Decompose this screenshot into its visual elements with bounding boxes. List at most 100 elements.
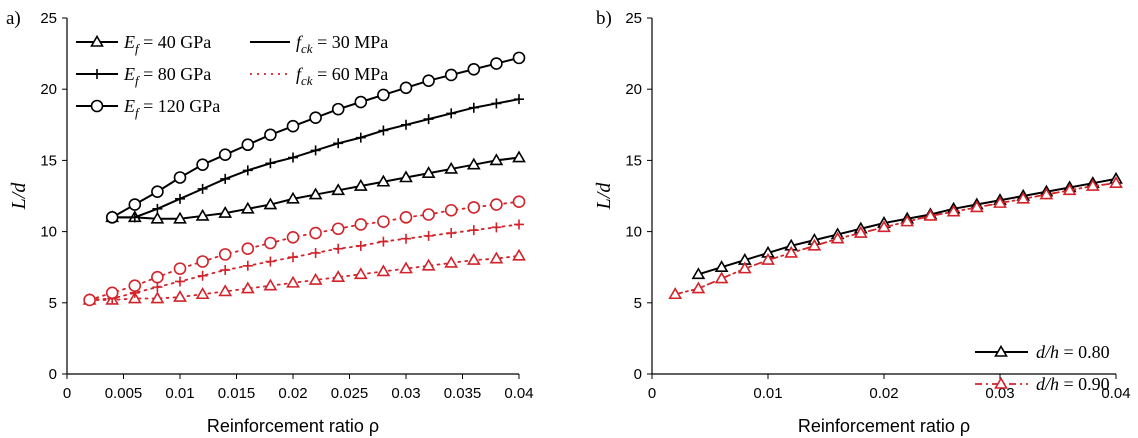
data-point-triangle: [376, 174, 391, 187]
y-tick-label: 0: [634, 366, 642, 383]
data-point-plus: [220, 265, 231, 276]
y-tick-label: 20: [625, 81, 642, 98]
data-point-triangle: [946, 204, 961, 217]
data-point-triangle: [150, 291, 165, 304]
data-point-triangle: [286, 191, 300, 204]
data-point-circle: [173, 262, 187, 275]
data-point-triangle: [421, 166, 436, 179]
data-point-plus: [355, 240, 366, 251]
data-point-circle: [467, 62, 481, 76]
data-point-triangle: [466, 252, 481, 265]
data-point-plus: [242, 165, 253, 176]
legend-label-var: f: [296, 32, 304, 52]
series-line: [674, 182, 1117, 296]
data-point-triangle: [714, 260, 729, 273]
legend-label-rest: = 40 GPa: [139, 32, 212, 52]
legend-label-var: E: [123, 64, 135, 84]
series-1: [668, 176, 1123, 300]
data-point-triangle: [830, 231, 845, 244]
legend-label-sub: ck: [301, 73, 313, 88]
data-point-triangle: [691, 281, 706, 294]
data-point-triangle: [376, 264, 391, 277]
data-point-plus: [288, 152, 298, 163]
data-point-plus: [378, 236, 389, 247]
data-point-triangle: [421, 258, 436, 271]
data-point-plus: [310, 145, 321, 156]
data-point-circle: [196, 158, 209, 171]
data-point-plus: [220, 173, 231, 184]
data-point-plus: [514, 219, 524, 230]
data-point-triangle: [150, 211, 165, 224]
x-tick-label: 0.01: [165, 385, 194, 402]
data-point-circle: [151, 270, 164, 284]
data-point-plus: [175, 276, 185, 287]
panel-label: a): [6, 8, 21, 29]
data-point-circle: [286, 230, 300, 244]
data-point-triangle: [853, 225, 868, 238]
data-point-triangle: [173, 211, 187, 224]
data-point-plus: [197, 270, 208, 281]
y-tick-label: 5: [49, 295, 57, 312]
legend-label-rest: = 60 MPa: [313, 64, 389, 84]
data-point-triangle: [1085, 178, 1100, 191]
legend-label-var: f: [296, 64, 304, 84]
series-5: [83, 195, 526, 307]
legend-label: Ef = 80 GPa: [123, 64, 211, 88]
legend-marker-plus: [92, 69, 102, 79]
data-point-plus: [468, 225, 479, 236]
data-point-plus: [310, 247, 321, 258]
data-point-plus: [333, 243, 344, 254]
data-point-triangle: [444, 255, 459, 268]
y-tick-label: 10: [40, 224, 57, 241]
data-point-triangle: [1039, 187, 1054, 200]
chart-panel-b: 0 0.01 0.02 0.03 0.04 0 5 10 15 20 25 Reinforcement…: [593, 8, 1131, 436]
data-point-triangle: [877, 220, 891, 233]
legend-label: fck = 60 MPa: [296, 64, 388, 88]
data-point-circle: [422, 208, 435, 221]
data-point-circle: [512, 51, 526, 65]
data-point-triangle: [993, 196, 1007, 208]
data-point-triangle: [512, 248, 526, 261]
legend-label-sub: f: [135, 73, 141, 88]
data-point-circle: [128, 198, 142, 211]
data-point-plus: [423, 230, 434, 241]
x-tick-label: 0: [648, 385, 656, 402]
legend-label-rest: = 80 GPa: [139, 64, 212, 84]
data-point-circle: [444, 68, 458, 82]
data-point-triangle: [900, 214, 915, 227]
data-point-triangle: [691, 267, 706, 280]
data-point-triangle: [195, 287, 210, 300]
data-point-plus: [152, 282, 163, 293]
data-point-triangle: [308, 272, 323, 285]
data-point-triangle: [353, 267, 368, 280]
y-tick-label: 5: [634, 295, 642, 312]
x-tick-label: 0.035: [444, 385, 482, 402]
data-point-circle: [218, 248, 232, 261]
data-point-circle: [105, 211, 119, 224]
data-point-triangle: [466, 157, 481, 170]
y-tick-label: 25: [40, 10, 57, 27]
data-point-triangle: [331, 183, 346, 196]
data-point-triangle: [399, 261, 413, 274]
data-point-circle: [467, 201, 481, 214]
data-point-triangle: [1016, 191, 1031, 204]
data-point-circle: [490, 57, 503, 70]
data-point-circle: [309, 226, 322, 240]
legend-label-rest: = 0.80: [1059, 342, 1110, 362]
legend-label-var: d/h: [1036, 342, 1059, 362]
data-point-plus: [265, 256, 276, 267]
data-point-plus: [175, 193, 185, 204]
data-point-circle: [377, 215, 390, 228]
series-0: [105, 150, 526, 224]
data-point-circle: [218, 148, 232, 162]
data-point-circle: [241, 138, 255, 152]
data-point-triangle: [195, 208, 210, 221]
legend-label: d/h = 0.90: [1036, 374, 1110, 394]
x-tick-label: 0.02: [869, 385, 898, 402]
y-tick-label: 15: [625, 152, 642, 169]
data-point-plus: [401, 119, 411, 130]
data-point-circle: [377, 88, 390, 102]
legend-label-var: E: [123, 32, 135, 52]
x-axis-label: Reinforcement ratio ρ: [798, 416, 970, 436]
